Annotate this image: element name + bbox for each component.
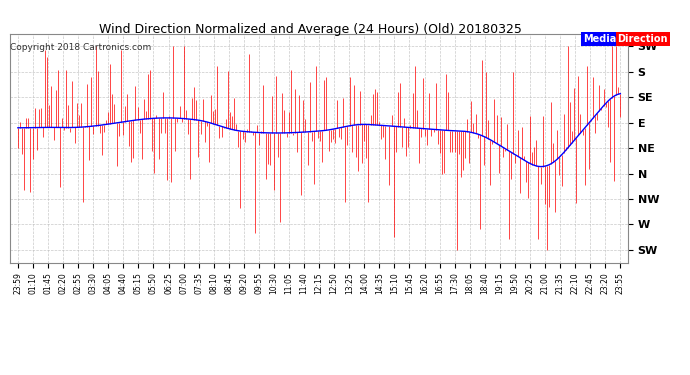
- Text: Median: Median: [583, 34, 623, 44]
- Text: Wind Direction Normalized and Average (24 Hours) (Old) 20180325: Wind Direction Normalized and Average (2…: [99, 22, 522, 36]
- Text: Copyright 2018 Cartronics.com: Copyright 2018 Cartronics.com: [10, 43, 152, 52]
- Text: Direction: Direction: [618, 34, 668, 44]
